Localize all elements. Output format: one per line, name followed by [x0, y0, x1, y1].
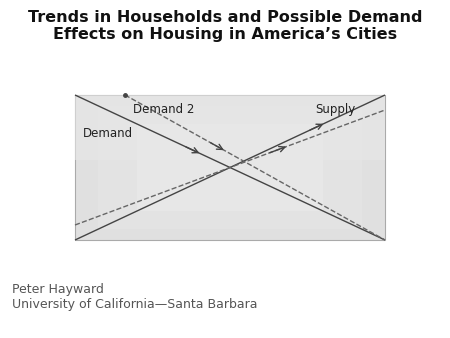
Text: Demand 2: Demand 2	[133, 103, 194, 116]
Text: Supply: Supply	[315, 103, 355, 116]
Text: Demand: Demand	[83, 127, 133, 140]
Bar	[75, 95, 385, 240]
Bar	[137, 124, 323, 211]
Text: Peter Hayward: Peter Hayward	[12, 283, 104, 296]
Bar	[98, 106, 362, 229]
Text: University of California—Santa Barbara: University of California—Santa Barbara	[12, 298, 257, 311]
Bar	[75, 95, 385, 240]
Text: Trends in Households and Possible Demand
Effects on Housing in America’s Cities: Trends in Households and Possible Demand…	[28, 10, 422, 42]
Bar	[75, 95, 385, 160]
